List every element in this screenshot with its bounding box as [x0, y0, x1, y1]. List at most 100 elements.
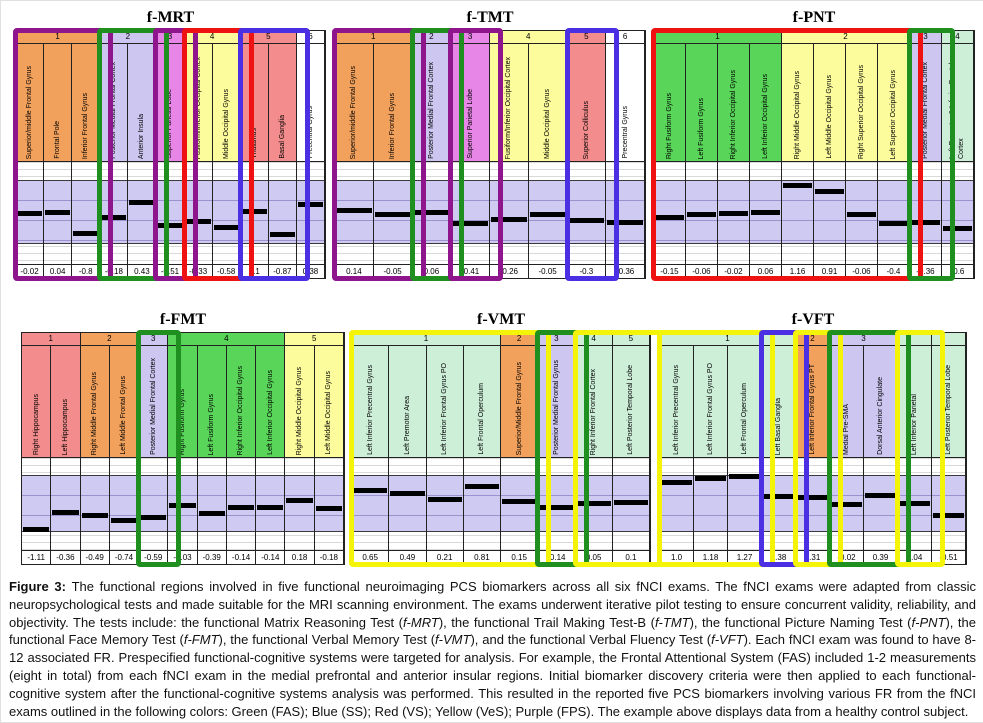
measurement-bar [899, 501, 930, 507]
region-label: Left Premotor Area [403, 396, 411, 455]
measurement-bar [502, 498, 537, 504]
group-header: 5 [285, 333, 344, 346]
caption-segment: Figure 3: [9, 579, 72, 594]
value-cell: -0.18 [100, 264, 129, 278]
measurement-bar [943, 225, 972, 231]
measurement-bar [257, 505, 284, 511]
plot-column [796, 458, 830, 550]
region-label: Left Premotor & Inferior Frontal Cortex [949, 62, 966, 159]
region-label: Left Posterior Temporal Lobe [944, 365, 952, 455]
region-label: Right Fusiform Gyrus [178, 388, 186, 455]
value-cell: 0.14 [335, 264, 374, 278]
region-label-cell: Left Frontal Operculum [728, 346, 762, 458]
reference-band [796, 474, 829, 532]
region-label: Precentral Gyrus [306, 106, 314, 159]
region-label: Anterior Insula [138, 113, 146, 159]
region-label: Left Middle Occipital Gyrus [325, 371, 333, 455]
value-cell: 0.04 [898, 550, 932, 564]
plot-column [567, 162, 607, 264]
region-label-cell: Left Middle Occipital Gyrus [814, 44, 846, 162]
panel-f-pnt: f-PNT 1 2 3 4 Right Fusiform Gyrus Left Fusifo… [651, 9, 975, 281]
measurement-bar [831, 502, 862, 508]
panel-f-tmt: f-TMT 1 2 3 4 5 6 Superior/middle Frontal Gyrus… [332, 9, 646, 281]
value-cell: 0.31 [796, 550, 830, 564]
panel-grid: 1 2 3 4 5 Right Hippocampus Left Hippocampus Ri… [21, 330, 345, 567]
value-cell: -0.02 [718, 264, 750, 278]
reference-band [528, 180, 567, 244]
region-label-cell: Left Inferior Frontal Gyrus PO [694, 346, 728, 458]
reference-band [728, 474, 761, 532]
group-header: 6 [606, 31, 645, 44]
reference-band [567, 180, 606, 244]
group-header: 1 [16, 31, 101, 44]
region-label: Left Inferior Frontal Gyrus PO [441, 363, 449, 455]
value-cell: 0.05 [575, 550, 613, 564]
plot-column [168, 458, 198, 550]
measurement-bar [695, 475, 726, 481]
value-cell: 1.18 [694, 550, 728, 564]
caption-segment: f-TMT [654, 614, 690, 630]
figure-caption: Figure 3: The functional regions involve… [9, 578, 976, 720]
region-label-cell: Thalamus [240, 44, 269, 162]
plot-column [612, 458, 650, 550]
panel-grid: 1 2 3 4 Right Fusiform Gyrus Left Fusiform Gy… [651, 28, 975, 281]
plots-row [654, 162, 974, 264]
value-cell: -0.41 [451, 264, 490, 278]
plot-column [389, 458, 427, 550]
plot-column [296, 162, 325, 264]
region-label: Superior/middle Frontal Gyrus [25, 65, 33, 159]
plot-column [490, 162, 529, 264]
value-cell: 0.1 [612, 550, 650, 564]
caption-segment: f-MRT [402, 614, 439, 630]
measurement-bar [797, 495, 828, 501]
region-label-cell: Posterior Medial Frontal Cortex [412, 44, 452, 162]
plot-column [72, 162, 101, 264]
reference-band [212, 180, 240, 244]
labels-row: Right Fusiform Gyrus Left Fusiform Gyrus R… [654, 44, 974, 162]
region-label: Left Hippocampus [61, 398, 69, 455]
value-cell: -0.02 [830, 550, 864, 564]
reference-band [782, 180, 813, 244]
value-cell: -0.51 [156, 264, 185, 278]
reference-band [942, 180, 973, 244]
plot-column [426, 458, 464, 550]
region-label: Left Middle Occipital Gyrus [825, 75, 833, 159]
region-label-cell: Middle Occipital Gyrus [528, 44, 568, 162]
value-cell: -0.15 [654, 264, 686, 278]
group-header: 2 [796, 333, 830, 346]
reference-band [256, 474, 285, 532]
region-label: Left Fusiform Gyrus [697, 97, 705, 159]
region-label-cell: Superior/Middle Frontal Gyrus [501, 346, 539, 458]
measurement-bar [763, 493, 794, 499]
reference-band [389, 474, 426, 532]
caption-segment: f-VFT [711, 632, 744, 648]
plot-column [16, 162, 45, 264]
group-header: 2 [501, 333, 539, 346]
measurement-bar [269, 232, 295, 238]
region-label-cell: Posterior Medial Frontal Gyrus [538, 346, 576, 458]
value-cell: -0.18 [314, 550, 344, 564]
region-label: Left Inferior Parietal [910, 393, 918, 455]
region-label: Left Frontal Operculum [740, 383, 748, 455]
measurement-bar [751, 209, 780, 215]
measurement-bar [129, 200, 155, 206]
value-cell: 0.81 [463, 550, 501, 564]
region-label: Right Middle Occipital Gyrus [793, 70, 801, 159]
reference-band [878, 180, 909, 244]
plot-column [910, 162, 942, 264]
measurement-bar [879, 220, 908, 226]
value-cell: -0.59 [139, 550, 169, 564]
value-cell: 1.0 [660, 550, 694, 564]
group-header: 2 [80, 333, 140, 346]
value-cell: 0.06 [750, 264, 782, 278]
plot-column [451, 162, 490, 264]
region-label: Left Basal Ganglia [774, 397, 782, 455]
panel-f-fmt: f-FMT 1 2 3 4 5 Right Hippocampus Left Hippocam… [21, 311, 345, 567]
group-header: 3 [538, 333, 576, 346]
plot-column [782, 162, 814, 264]
group-header: 2 [412, 31, 452, 44]
values-row: 1.0 1.18 1.27 0.38 0.31 -0.02 0.39 0.04 -0.51 [660, 550, 966, 564]
caption-segment: ). Each fNCI exam was found to have 8-12… [9, 632, 977, 719]
